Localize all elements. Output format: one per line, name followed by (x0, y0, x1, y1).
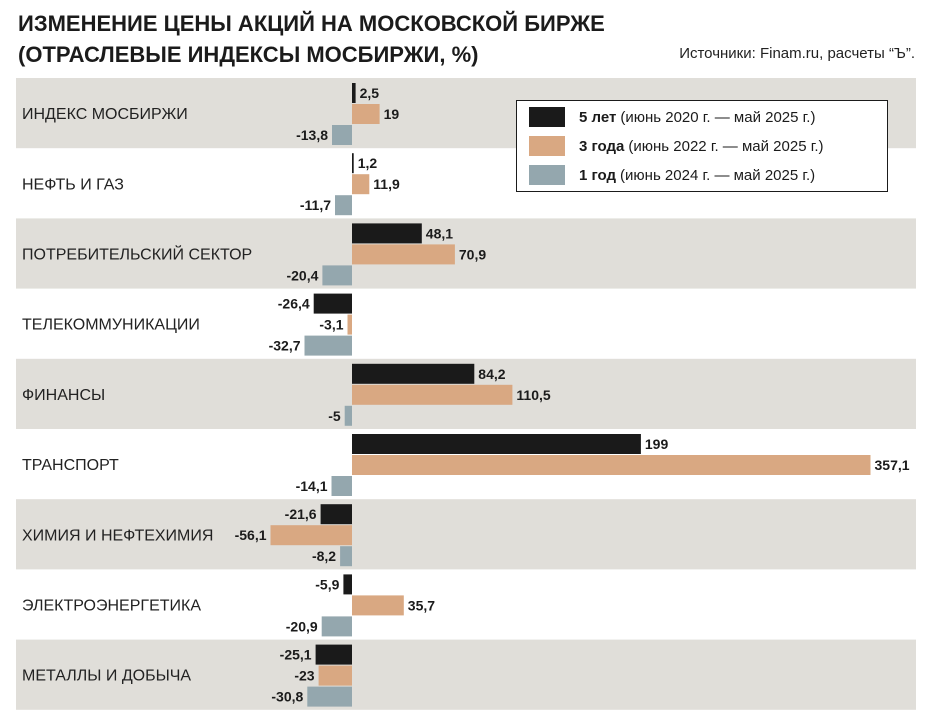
category-label: НЕФТЬ И ГАЗ (22, 176, 124, 193)
bar-1-year (332, 125, 352, 145)
bar-3-years (352, 455, 871, 475)
bar-3-years (347, 314, 352, 335)
bar-5-years (343, 574, 352, 595)
bars (270, 83, 871, 707)
bar-3-years (352, 174, 370, 195)
bar-5-years (352, 363, 475, 384)
value-label-5-years: 1,2 (358, 155, 378, 171)
bar-1-year (344, 405, 352, 426)
legend-period-3-years: (июнь 2022 г. — май 2025 г.) (628, 137, 824, 155)
bar-3-years (352, 104, 380, 124)
bar-1-year (331, 476, 352, 496)
value-label-5-years: -5,9 (315, 576, 339, 592)
value-labels: 2,519 -13,8 1,2 11,9 -11,7 48,1 70,9 -20,4 -26,4… (235, 85, 910, 705)
bar-3-years (270, 525, 352, 546)
value-label-5-years: -21,6 (285, 506, 317, 522)
bar-1-year (321, 616, 352, 637)
legend-swatch-1-year (529, 165, 565, 185)
category-labels: ИНДЕКС МОСБИРЖИ НЕФТЬ И ГАЗ ПОТРЕБИТЕЛЬСКИ… (22, 106, 252, 685)
row-band (16, 639, 916, 710)
value-label-5-years: 48,1 (426, 225, 453, 241)
bar-1-year (335, 195, 352, 216)
row-band (16, 499, 916, 570)
value-label-1-year: -5 (328, 408, 341, 424)
legend-swatch-5-years (529, 107, 565, 127)
bar-3-years (352, 595, 404, 616)
category-label: ИНДЕКС МОСБИРЖИ (22, 106, 188, 123)
value-label-3-years: -3,1 (319, 317, 343, 333)
value-label-3-years: 11,9 (373, 176, 400, 192)
chart-title: ИЗМЕНЕНИЕ ЦЕНЫ АКЦИЙ НА МОСКОВСКОЙ БИРЖЕ… (18, 8, 605, 70)
row-band (16, 218, 916, 289)
category-label: МЕТАЛЛЫ И ДОБЫЧА (22, 668, 191, 685)
bar-5-years (352, 83, 356, 103)
category-label: ЭЛЕКТРОЭНЕРГЕТИКА (22, 598, 201, 615)
value-label-1-year: -13,8 (296, 127, 328, 143)
value-label-1-year: -32,7 (269, 338, 301, 354)
bar-1-year (340, 546, 352, 567)
value-label-5-years: -25,1 (280, 647, 312, 663)
legend-name-3-years: 3 года (579, 137, 625, 155)
category-label: ТРАНСПОРТ (22, 457, 119, 474)
value-label-1-year: -11,7 (300, 197, 331, 213)
value-label-1-year: -20,4 (286, 267, 318, 283)
value-label-1-year: -8,2 (312, 548, 336, 564)
bar-1-year (304, 335, 352, 356)
bar-5-years (313, 293, 352, 314)
legend-name-1-year: 1 год (579, 166, 617, 184)
bar-3-years (318, 665, 352, 686)
bar-3-years (352, 244, 455, 265)
bar-5-years (320, 504, 352, 525)
value-label-3-years: 357,1 (875, 457, 910, 473)
legend-item-5-years: 5 лет (июнь 2020 г. — май 2025 г.) (529, 106, 815, 128)
value-label-5-years: 2,5 (360, 85, 380, 101)
bar-1-year (322, 265, 352, 286)
chart-title-line-1: ИЗМЕНЕНИЕ ЦЕНЫ АКЦИЙ НА МОСКОВСКОЙ БИРЖЕ (18, 11, 605, 36)
legend-name-5-years: 5 лет (579, 108, 617, 126)
legend-period-5-years: (июнь 2020 г. — май 2025 г.) (620, 108, 816, 126)
category-label: ТЕЛЕКОММУНИКАЦИИ (22, 317, 200, 334)
value-label-1-year: -20,9 (286, 618, 318, 634)
value-label-1-year: -30,8 (271, 689, 303, 705)
bar-5-years (315, 644, 352, 665)
category-label: ФИНАНСЫ (22, 387, 105, 404)
value-label-3-years: 110,5 (516, 387, 550, 403)
bar-5-years (352, 153, 354, 174)
legend-item-3-years: 3 года (июнь 2022 г. — май 2025 г.) (529, 135, 824, 157)
value-label-3-years: 19 (384, 106, 400, 122)
bar-3-years (352, 384, 513, 405)
category-label: ХИМИЯ И НЕФТЕХИМИЯ (22, 527, 213, 544)
legend-item-1-year: 1 год (июнь 2024 г. — май 2025 г.) (529, 164, 815, 186)
legend-swatch-3-years (529, 136, 565, 156)
value-label-3-years: -56,1 (235, 527, 267, 543)
value-label-3-years: 35,7 (408, 597, 435, 613)
value-label-5-years: 84,2 (478, 366, 505, 382)
value-label-1-year: -14,1 (296, 478, 328, 494)
bar-5-years (352, 223, 422, 244)
value-label-3-years: -23 (294, 668, 314, 684)
value-label-3-years: 70,9 (459, 246, 486, 262)
category-label: ПОТРЕБИТЕЛЬСКИЙ СЕКТОР (22, 245, 252, 264)
bar-5-years (352, 434, 641, 454)
legend-period-1-year: (июнь 2024 г. — май 2025 г.) (620, 166, 816, 184)
bar-1-year (307, 686, 352, 707)
legend: 5 лет (июнь 2020 г. — май 2025 г.) 3 год… (516, 100, 888, 192)
source-note: Источники: Finam.ru, расчеты “Ъ”. (679, 45, 915, 62)
value-label-5-years: -26,4 (278, 296, 310, 312)
chart-title-line-2: (ОТРАСЛЕВЫЕ ИНДЕКСЫ МОСБИРЖИ, %) (18, 42, 479, 67)
value-label-5-years: 199 (645, 436, 669, 452)
